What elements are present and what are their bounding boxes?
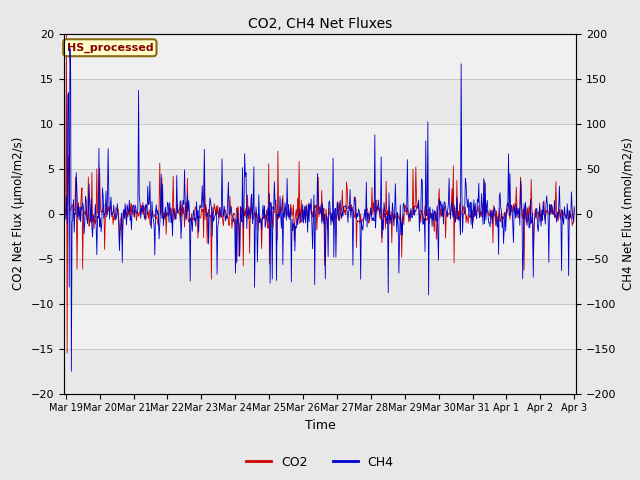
Bar [64,214,576,259]
Y-axis label: CO2 Net Flux (μmol/m2/s): CO2 Net Flux (μmol/m2/s) [12,137,25,290]
X-axis label: Time: Time [305,419,335,432]
Bar [64,79,576,123]
Bar [64,303,576,348]
Title: CO2, CH4 Net Fluxes: CO2, CH4 Net Fluxes [248,17,392,31]
Bar [64,123,576,168]
Bar [64,168,576,214]
Bar [64,34,576,79]
Bar [64,259,576,303]
Text: HS_processed: HS_processed [67,43,153,53]
Y-axis label: CH4 Net Flux (nmol/m2/s): CH4 Net Flux (nmol/m2/s) [622,137,635,290]
Bar [64,348,576,394]
Legend: CO2, CH4: CO2, CH4 [241,451,399,474]
